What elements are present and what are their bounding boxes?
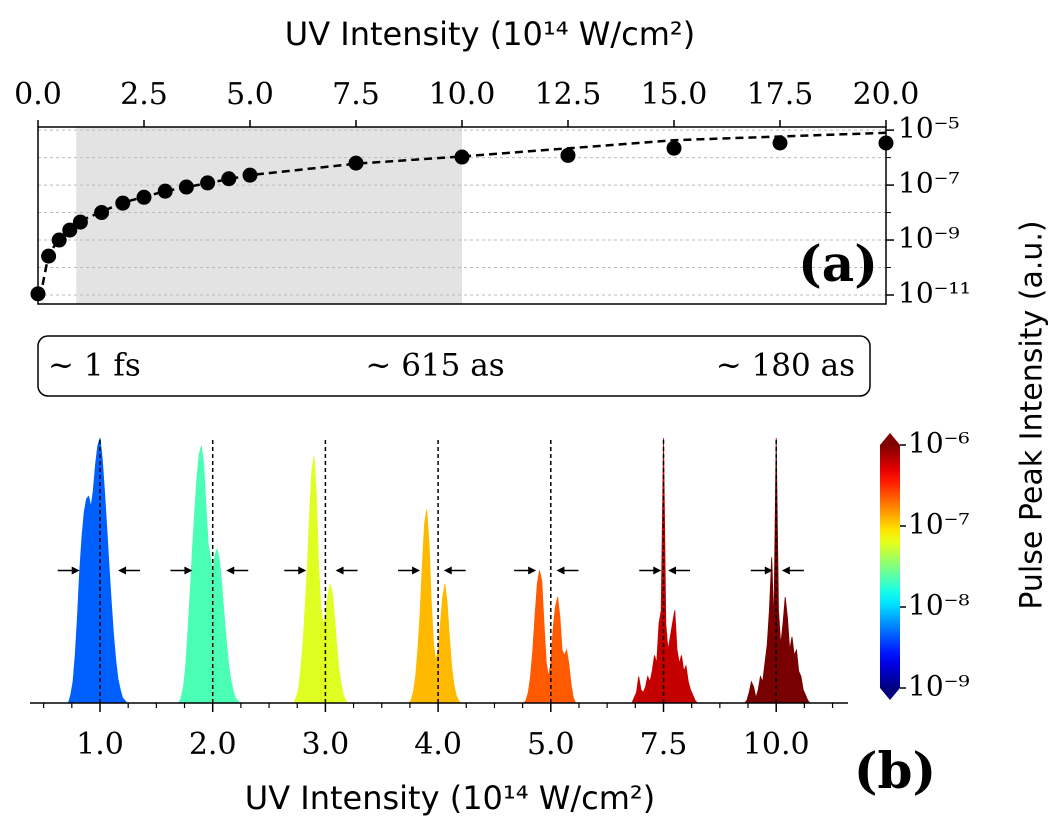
data-point [200, 175, 216, 191]
panel-a: 0.0 2.5 5.0 7.5 10.0 12.5 15.0 17.5 20.010⁻⁵ 10⁻⁷… [14, 15, 971, 309]
data-point [51, 232, 67, 248]
x-tick-label: 7.5 [640, 727, 688, 762]
colorbar-extend-top [880, 433, 900, 445]
x-tick-label: 17.5 [747, 77, 814, 112]
x-tick-label: 1.0 [76, 727, 124, 762]
colorbar-extend-bottom [880, 688, 900, 700]
x-tick-label: 0.0 [14, 77, 62, 112]
x-tick-label: 3.0 [302, 727, 350, 762]
data-point [178, 179, 194, 195]
fwhm-arrowhead [335, 566, 344, 575]
data-point [62, 222, 78, 238]
x-tick-label: 7.5 [332, 77, 380, 112]
data-point [348, 155, 364, 171]
duration-label: ~ 615 as [365, 348, 504, 384]
data-point [772, 135, 788, 151]
fwhm-arrowhead [298, 566, 307, 575]
panel-b: ~ 1 fs ~ 615 as ~ 180 as 1.0 2.0 3.0 4.0 5.0 7.5… [30, 220, 1050, 817]
pulse-area [517, 570, 585, 704]
y-tick-label: 10⁻⁵ [898, 112, 960, 145]
x-tick-label: 5.0 [226, 77, 274, 112]
data-point [72, 214, 88, 230]
fwhm-arrowhead [443, 566, 452, 575]
x-tick-label: 20.0 [853, 77, 920, 112]
colorbar [880, 445, 900, 688]
fwhm-arrowhead [528, 566, 537, 575]
data-point [30, 286, 46, 302]
pulse-area [629, 437, 699, 704]
x-tick-label: 2.0 [189, 727, 237, 762]
data-point [41, 248, 57, 264]
fwhm-arrowhead [781, 566, 790, 575]
colorbar-tick-label: 10⁻⁷ [908, 508, 970, 541]
x-axis-title: UV Intensity (10¹⁴ W/cm²) [245, 779, 655, 817]
shaded-region [76, 127, 462, 304]
colorbar-tick-label: 10⁻⁶ [908, 427, 970, 460]
fwhm-arrowhead [118, 566, 127, 575]
y-tick-label: 10⁻⁹ [898, 222, 960, 255]
data-point [454, 149, 470, 165]
fwhm-arrowhead [71, 566, 80, 575]
data-point [242, 167, 258, 183]
data-point [878, 135, 894, 151]
x-axis-title: UV Intensity (10¹⁴ W/cm²) [285, 15, 695, 53]
x-tick-label: 10.0 [743, 727, 810, 762]
data-point [221, 171, 237, 187]
data-point [157, 183, 173, 199]
data-point [94, 205, 110, 221]
fwhm-arrowhead [556, 566, 565, 575]
colorbar-tick-label: 10⁻⁹ [908, 670, 970, 703]
panel-label: (b) [854, 741, 936, 800]
data-point [666, 140, 682, 156]
pulse-area [742, 437, 811, 704]
y-tick-label: 10⁻⁷ [898, 167, 960, 200]
pulse-area [66, 437, 134, 704]
x-tick-label: 4.0 [414, 727, 462, 762]
data-point [136, 189, 152, 205]
y-tick-label: 10⁻¹¹ [898, 276, 971, 309]
fwhm-arrowhead [226, 566, 235, 575]
fwhm-arrowhead [668, 566, 677, 575]
fwhm-arrowhead [184, 566, 193, 575]
duration-label: ~ 1 fs [48, 348, 141, 384]
x-tick-label: 10.0 [429, 77, 496, 112]
x-tick-label: 15.0 [641, 77, 708, 112]
colorbar-label: Pulse Peak Intensity (a.u.) [1015, 220, 1050, 609]
panel-label: (a) [798, 234, 878, 293]
duration-box [37, 335, 871, 397]
duration-label: ~ 180 as [716, 348, 855, 384]
fwhm-arrowhead [412, 566, 421, 575]
x-tick-label: 12.5 [535, 77, 602, 112]
colorbar-tick-label: 10⁻⁸ [908, 589, 970, 622]
x-tick-label: 5.0 [527, 727, 575, 762]
data-point [560, 147, 576, 163]
data-point [115, 195, 131, 211]
fwhm-arrowhead [653, 566, 662, 575]
fwhm-arrowhead [764, 566, 773, 575]
x-tick-label: 2.5 [120, 77, 168, 112]
